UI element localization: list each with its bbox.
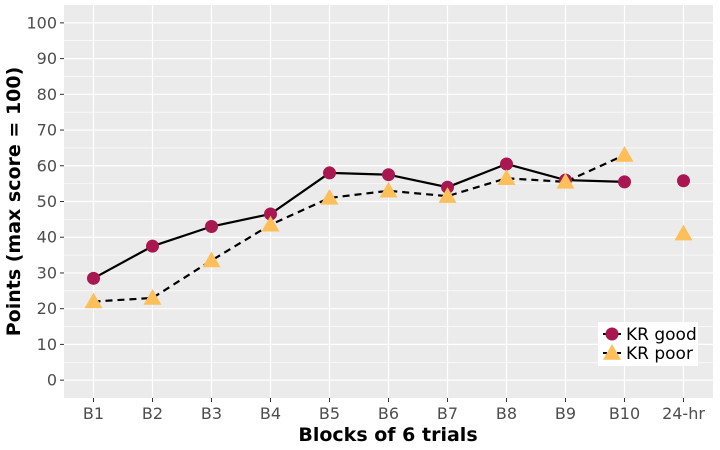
y-tick-label: 20 [37, 299, 57, 318]
series-line-1 [93, 154, 625, 303]
data-point-circle [146, 239, 159, 253]
data-point-circle [205, 220, 218, 234]
data-point-circle [87, 271, 100, 285]
y-tick-label: 40 [37, 228, 57, 247]
data-point-triangle [438, 187, 457, 203]
data-point-triangle [615, 146, 634, 162]
y-tick-label: 10 [37, 335, 57, 354]
legend-label: KR good [626, 325, 697, 345]
x-tick-label: B8 [496, 404, 517, 423]
x-tick-label: B10 [609, 404, 640, 423]
data-point-circle [500, 157, 513, 171]
legend-label: KR poor [626, 344, 693, 364]
data-point-circle [382, 168, 395, 182]
data-point-circle [618, 175, 631, 189]
data-point-circle [323, 166, 336, 180]
x-tick-label: B3 [201, 404, 222, 423]
legend-key-triangle [603, 344, 621, 360]
y-tick-label: 30 [37, 263, 57, 282]
y-tick-label: 50 [37, 192, 57, 211]
data-point-circle [677, 174, 690, 188]
x-tick-label: B6 [378, 404, 399, 423]
x-tick-label: B9 [555, 404, 576, 423]
x-axis-ticks: B1 B2 B3 B4 B5 B6 B7 B8 B9 B10 24-hr [83, 398, 705, 423]
x-axis-title: Blocks of 6 trials [298, 424, 477, 446]
data-point-triangle [84, 292, 103, 309]
y-tick-label: 60 [37, 156, 57, 175]
y-axis-ticks: 0 10 20 30 40 50 60 70 80 90 100 [26, 13, 64, 390]
y-axis-title: Points (max score = 100) [3, 67, 25, 337]
x-tick-label: B5 [319, 404, 340, 423]
data-point-triangle [143, 288, 162, 305]
series-layer [84, 146, 693, 309]
data-point-circle [264, 207, 277, 221]
data-point-triangle [320, 188, 339, 205]
data-point-triangle [202, 251, 221, 268]
grid-lines [64, 5, 713, 398]
data-point-triangle [497, 169, 516, 186]
legend-key-circle [605, 327, 619, 341]
data-point-triangle [556, 172, 575, 189]
x-tick-label: B1 [83, 404, 104, 423]
x-tick-label: 24-hr [662, 404, 705, 423]
y-tick-label: 100 [26, 13, 57, 32]
x-tick-label: B2 [142, 404, 163, 423]
data-point-triangle [674, 224, 693, 241]
y-tick-label: 80 [37, 85, 57, 104]
y-tick-label: 0 [47, 371, 57, 390]
y-tick-label: 90 [37, 49, 57, 68]
y-tick-label: 70 [37, 121, 57, 140]
data-point-triangle [261, 215, 280, 232]
data-point-triangle [379, 181, 398, 198]
x-tick-label: B4 [260, 404, 281, 423]
series-line-0 [92, 162, 625, 280]
x-tick-label: B7 [437, 404, 458, 423]
